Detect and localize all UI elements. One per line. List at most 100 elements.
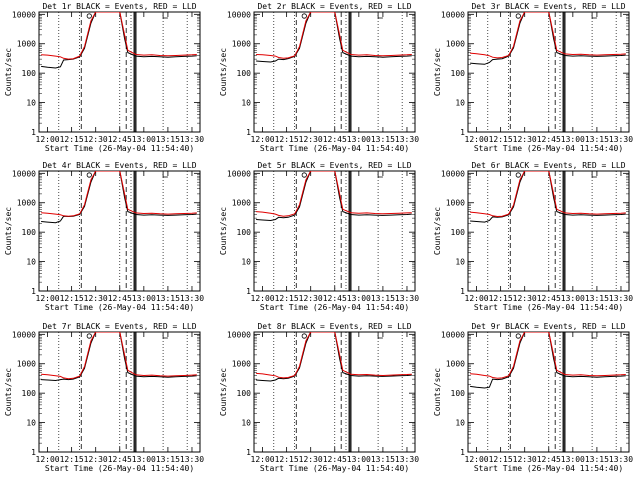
x-axis-label: Start Time (26-May-04 11:54:40) [45, 303, 194, 312]
y-tick-label: 100 [237, 228, 252, 237]
y-tick-label: 1000 [446, 40, 465, 49]
y-tick-label: 1000 [232, 360, 251, 369]
y-axis-label: Counts/sec [219, 368, 228, 416]
corner-marker [377, 172, 383, 178]
x-axis-label: Start Time (26-May-04 11:54:40) [474, 464, 623, 473]
x-tick-label: 12:30 [299, 135, 323, 144]
y-tick-label: 1000 [232, 199, 251, 208]
corner-marker [377, 13, 383, 19]
y-tick-label: 1 [246, 448, 251, 457]
circle-marker [86, 172, 92, 178]
x-tick-label: 13:30 [180, 455, 204, 464]
y-axis-label: Counts/sec [4, 368, 13, 416]
x-tick-label: 12:00 [36, 455, 60, 464]
chart-title: Det 5r BLACK = Events, RED = LLD [257, 161, 411, 170]
y-tick-label: 10 [455, 419, 465, 428]
y-tick-label: 100 [451, 389, 466, 398]
x-tick-label: 13:00 [132, 135, 156, 144]
y-tick-label: 10 [241, 99, 251, 108]
x-tick-label: 13:15 [156, 294, 180, 303]
events-series-line [41, 332, 197, 382]
y-tick-label: 1 [460, 128, 465, 137]
x-tick-label: 12:15 [60, 135, 84, 144]
y-tick-label: 10000 [441, 10, 465, 19]
chart-title: Det 7r BLACK = Events, RED = LLD [42, 322, 196, 331]
x-tick-label: 12:45 [323, 455, 347, 464]
y-tick-label: 10000 [12, 330, 36, 339]
x-tick-label: 13:15 [371, 294, 395, 303]
x-tick-label: 13:00 [561, 294, 585, 303]
y-axis-label: Counts/sec [433, 48, 442, 96]
y-tick-label: 100 [22, 69, 37, 78]
x-tick-label: 12:45 [108, 455, 132, 464]
x-tick-label: 13:15 [585, 455, 609, 464]
chart-panel-3: Det 3r BLACK = Events, RED = LLD 1 10 100 10… [433, 2, 633, 153]
x-tick-label: 12:15 [489, 135, 513, 144]
lld-series-line [41, 12, 197, 60]
circle-marker [301, 172, 307, 178]
corner-marker [162, 333, 168, 339]
y-axis-label: Counts/sec [4, 48, 13, 96]
y-tick-label: 1000 [17, 199, 36, 208]
x-tick-label: 13:15 [371, 135, 395, 144]
x-tick-label: 12:15 [275, 135, 299, 144]
x-tick-label: 13:30 [395, 135, 419, 144]
x-tick-label: 12:15 [60, 455, 84, 464]
y-tick-label: 10 [26, 419, 36, 428]
x-tick-label: 12:30 [513, 455, 537, 464]
y-tick-label: 1 [246, 128, 251, 137]
y-tick-label: 10000 [227, 330, 251, 339]
x-tick-label: 12:00 [251, 455, 275, 464]
events-series-line [41, 12, 197, 69]
y-tick-label: 1 [246, 287, 251, 296]
y-axis-label: Counts/sec [433, 368, 442, 416]
y-tick-label: 100 [22, 228, 37, 237]
events-series-line [256, 171, 412, 222]
y-tick-label: 1000 [17, 40, 36, 49]
chart-panel-5: Det 5r BLACK = Events, RED = LLD 1 10 100 10… [219, 161, 419, 312]
y-tick-label: 10000 [441, 330, 465, 339]
events-series-line [470, 12, 626, 65]
x-axis-label: Start Time (26-May-04 11:54:40) [45, 464, 194, 473]
x-tick-label: 13:30 [180, 135, 204, 144]
x-tick-label: 12:15 [275, 294, 299, 303]
x-tick-label: 12:30 [84, 455, 108, 464]
x-tick-label: 12:30 [299, 455, 323, 464]
x-tick-label: 12:00 [36, 294, 60, 303]
y-tick-label: 10000 [12, 10, 36, 19]
chart-title: Det 4r BLACK = Events, RED = LLD [42, 161, 196, 170]
y-axis-label: Counts/sec [219, 48, 228, 96]
x-tick-label: 13:00 [561, 455, 585, 464]
y-tick-label: 1000 [17, 360, 36, 369]
x-tick-label: 13:30 [609, 294, 633, 303]
x-tick-label: 12:15 [489, 455, 513, 464]
chart-panel-9: Det 9r BLACK = Events, RED = LLD 1 10 100 10… [433, 322, 633, 473]
y-tick-label: 1 [460, 448, 465, 457]
lld-series-line [470, 171, 626, 218]
x-tick-label: 13:15 [156, 455, 180, 464]
events-series-line [470, 171, 626, 223]
events-series-line [256, 12, 412, 63]
chart-title: Det 8r BLACK = Events, RED = LLD [257, 322, 411, 331]
x-tick-label: 13:30 [180, 294, 204, 303]
x-tick-label: 12:45 [537, 135, 561, 144]
x-axis-label: Start Time (26-May-04 11:54:40) [474, 303, 623, 312]
x-tick-label: 13:00 [347, 294, 371, 303]
x-tick-label: 12:00 [36, 135, 60, 144]
x-tick-label: 13:30 [609, 455, 633, 464]
y-tick-label: 10 [455, 258, 465, 267]
corner-marker [591, 172, 597, 178]
chart-title: Det 9r BLACK = Events, RED = LLD [471, 322, 625, 331]
y-tick-label: 1000 [446, 360, 465, 369]
y-tick-label: 100 [451, 228, 466, 237]
x-tick-label: 12:30 [299, 294, 323, 303]
x-tick-label: 12:00 [465, 294, 489, 303]
events-series-line [41, 171, 197, 224]
corner-marker [377, 333, 383, 339]
lld-series-line [256, 12, 412, 59]
x-tick-label: 13:30 [395, 455, 419, 464]
x-tick-label: 12:45 [323, 135, 347, 144]
y-tick-label: 1000 [232, 40, 251, 49]
chart-panel-2: Det 2r BLACK = Events, RED = LLD 1 10 100 10… [219, 2, 419, 153]
y-tick-label: 1 [31, 128, 36, 137]
